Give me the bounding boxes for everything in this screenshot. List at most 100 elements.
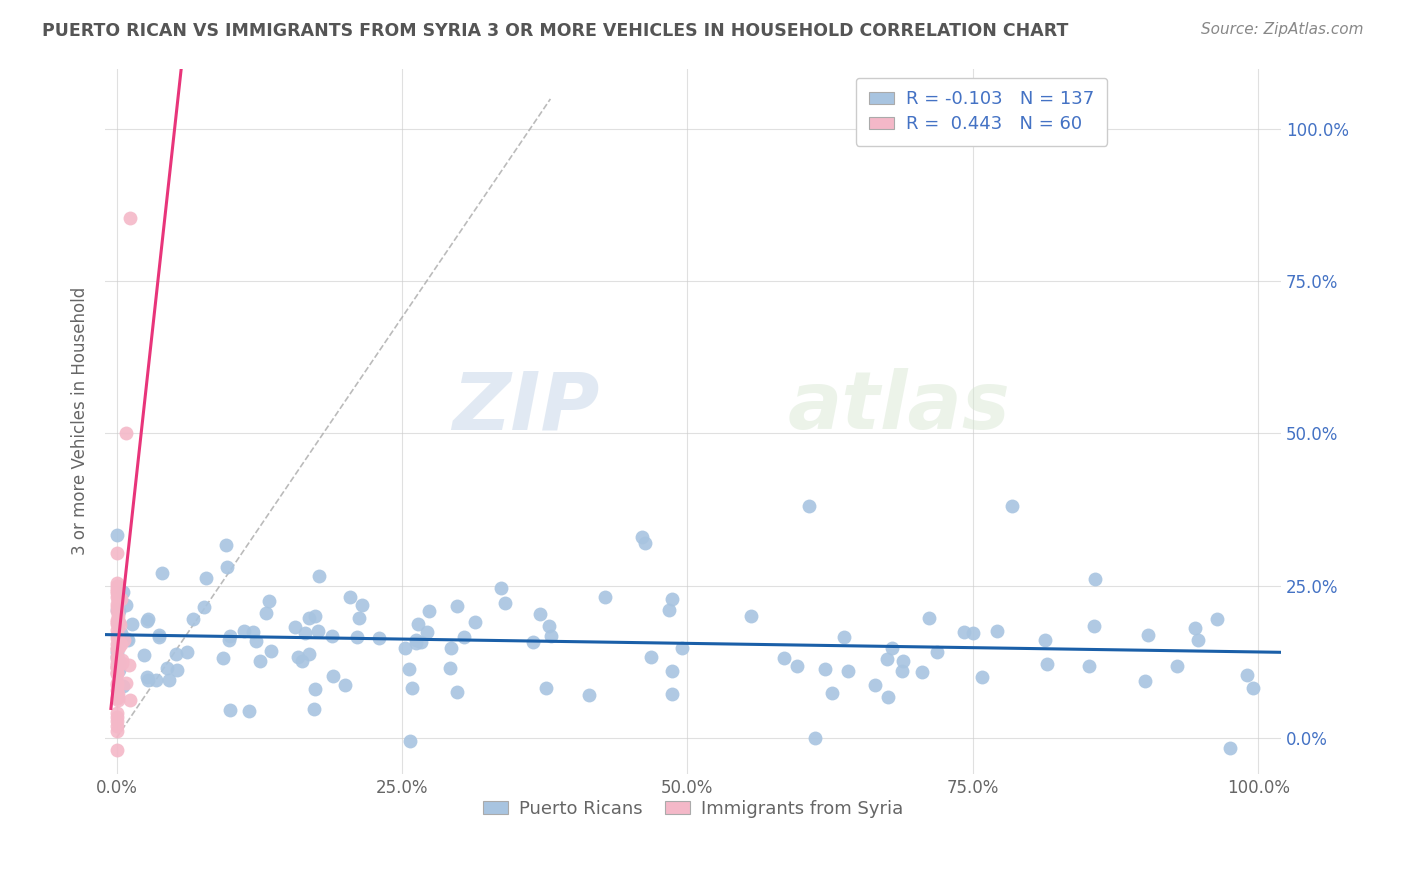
Point [150,566,173,580]
Point [880,641,903,656]
Point [640,649,662,664]
Point [105,667,128,681]
Point [136,614,159,628]
Point [105,657,128,672]
Point [107,690,129,705]
Point [786,659,808,673]
Point [962,626,984,640]
Point [105,623,128,637]
Point [287,649,309,664]
Point [832,630,855,644]
Point [416,625,439,640]
Point [346,630,368,644]
Point [409,635,432,649]
Point [339,590,361,604]
Point [446,685,468,699]
Point [118,657,141,672]
Point [877,690,900,704]
Point [446,599,468,613]
Point [105,666,128,681]
Point [105,652,128,666]
Point [1135,673,1157,688]
Point [219,629,242,643]
Point [166,663,188,677]
Point [105,637,128,651]
Point [215,538,238,552]
Point [773,650,796,665]
Point [105,682,128,697]
Point [408,617,430,632]
Point [1184,621,1206,635]
Point [105,644,128,658]
Point [107,615,129,630]
Point [238,704,260,718]
Point [165,647,187,661]
Point [105,616,128,631]
Point [294,625,316,640]
Point [321,629,343,643]
Point [108,655,131,669]
Point [110,626,132,640]
Point [107,631,129,645]
Point [335,678,357,692]
Point [1166,659,1188,673]
Point [797,500,820,514]
Point [176,645,198,659]
Point [105,632,128,646]
Point [105,665,128,680]
Point [918,611,941,625]
Point [304,681,326,696]
Point [105,579,128,593]
Legend: Puerto Ricans, Immigrants from Syria: Puerto Ricans, Immigrants from Syria [477,793,910,825]
Point [114,426,136,441]
Point [298,647,321,661]
Point [540,629,562,643]
Point [347,611,370,625]
Text: PUERTO RICAN VS IMMIGRANTS FROM SYRIA 3 OR MORE VEHICLES IN HOUSEHOLD CORRELATIO: PUERTO RICAN VS IMMIGRANTS FROM SYRIA 3 … [42,22,1069,40]
Point [105,743,128,757]
Point [740,609,762,624]
Point [1084,572,1107,586]
Point [105,546,128,560]
Point [578,689,600,703]
Point [136,612,159,626]
Point [105,583,128,598]
Point [630,530,652,544]
Point [115,676,138,690]
Point [307,624,329,639]
Point [105,615,128,630]
Point [304,608,326,623]
Point [661,687,683,701]
Point [114,599,136,613]
Point [302,702,325,716]
Point [1001,500,1024,514]
Point [148,630,170,644]
Point [118,692,141,706]
Point [259,644,281,658]
Point [107,616,129,631]
Point [132,648,155,662]
Point [120,211,142,225]
Point [105,604,128,618]
Point [970,670,993,684]
Point [284,620,307,634]
Point [105,600,128,615]
Point [105,676,128,690]
Point [1083,618,1105,632]
Point [105,656,128,670]
Point [105,690,128,705]
Point [405,632,427,647]
Point [107,688,129,702]
Point [107,614,129,628]
Point [181,612,204,626]
Point [254,607,277,621]
Point [367,632,389,646]
Point [105,582,128,596]
Point [195,570,218,584]
Point [108,618,131,632]
Point [257,594,280,608]
Point [105,648,128,663]
Point [105,710,128,724]
Point [1187,632,1209,647]
Point [107,693,129,707]
